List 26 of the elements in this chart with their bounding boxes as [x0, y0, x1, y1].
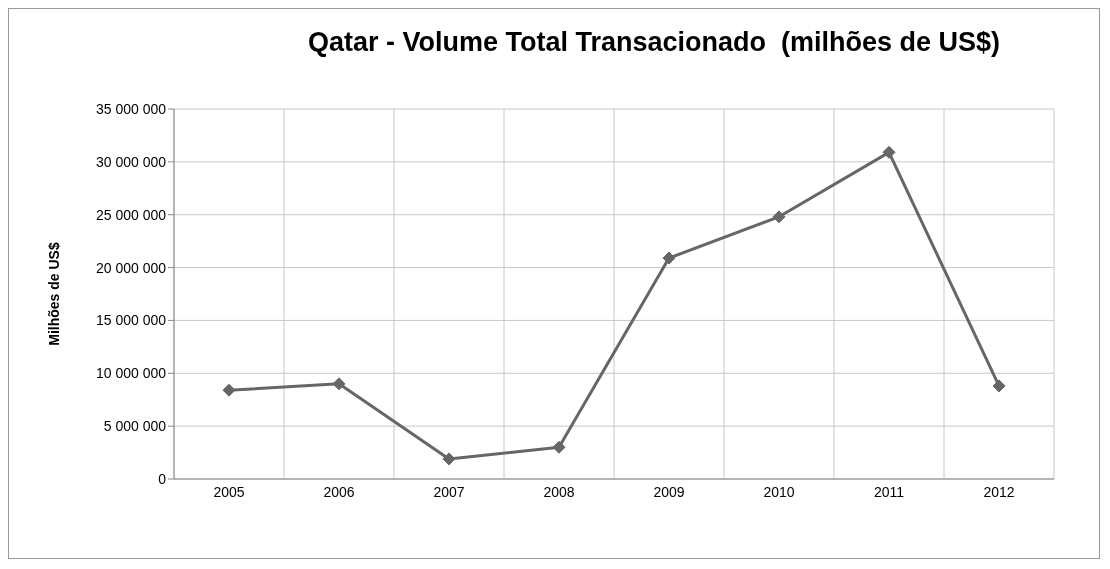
point [662, 251, 676, 265]
y-tick-label: 10 000 000 [95, 365, 167, 382]
x-tick-label: 2005 [213, 483, 245, 500]
point [332, 377, 346, 391]
x-tick-label: 2008 [543, 483, 575, 500]
y-tick-label: 30 000 000 [95, 153, 167, 170]
point [772, 210, 786, 224]
chart-title: Qatar - Volume Total Transacionado (milhões de US$) [306, 27, 1002, 58]
y-tick-label: 0 [158, 470, 167, 487]
point [442, 452, 456, 466]
y-tick-label: 25 000 000 [95, 206, 167, 223]
x-tick-label: 2006 [323, 483, 355, 500]
x-tick-label: 2009 [653, 483, 685, 500]
x-tick-label: 2012 [983, 483, 1015, 500]
point [992, 379, 1006, 393]
x-tick-label: 2011 [873, 483, 905, 500]
point [222, 383, 236, 397]
y-tick-label: 20 000 000 [95, 259, 167, 276]
point [882, 145, 896, 159]
point [552, 440, 566, 454]
y-axis-title: Milhões de US$ [45, 242, 62, 346]
y-tick-label: 35 000 000 [95, 100, 167, 117]
x-tick-label: 2007 [433, 483, 465, 500]
x-tick-label: 2010 [763, 483, 795, 500]
y-tick-label: 5 000 000 [103, 418, 167, 435]
y-tick-label: 15 000 000 [95, 312, 167, 329]
